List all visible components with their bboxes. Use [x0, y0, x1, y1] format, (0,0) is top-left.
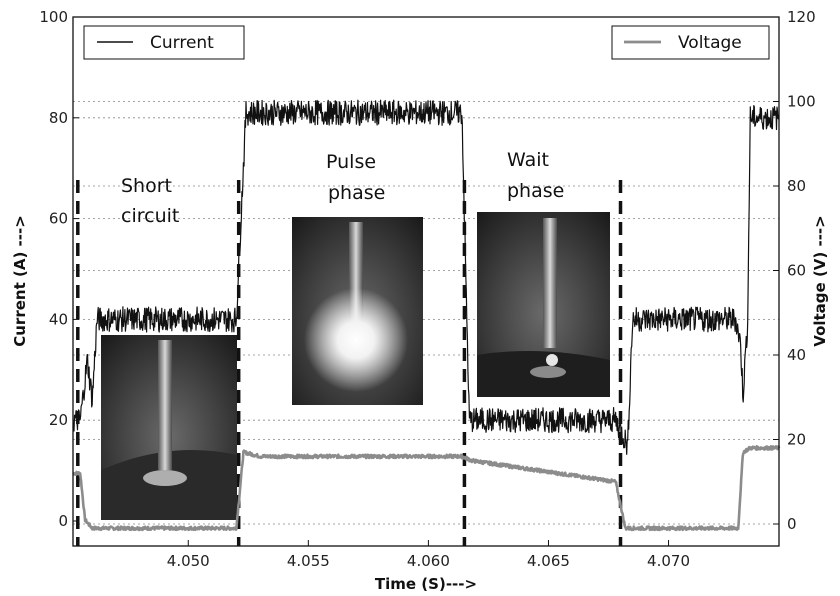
- y-right-tick-label: 120: [787, 8, 816, 26]
- annotation-pulse-line2: phase: [328, 182, 385, 204]
- annotation-pulse-line1: Pulse: [326, 151, 376, 173]
- legend-current-label: Current: [150, 33, 214, 53]
- y-left-tick-label: 40: [49, 310, 68, 328]
- x-tick-label: 4.065: [527, 552, 570, 570]
- y-left-tick-label: 100: [39, 8, 68, 26]
- annotation-wait-line1: Wait: [507, 149, 549, 171]
- pulse-phase-photo: [292, 217, 423, 405]
- annotation-wait-line2: phase: [507, 180, 564, 202]
- wait-phase-photo: [477, 212, 610, 397]
- plot-frame: [72, 16, 780, 547]
- y-axis-label-left: Current (A) --->: [11, 215, 29, 347]
- series-lines: [72, 99, 781, 532]
- legend-voltage-label: Voltage: [678, 33, 742, 53]
- y-right-tick-label: 40: [787, 346, 806, 364]
- annotation-short-line2: circuit: [121, 205, 179, 227]
- y-right-tick-label: 60: [787, 262, 806, 280]
- y-axis-label-right: Voltage (V) --->: [811, 215, 829, 346]
- x-tick-label: 4.060: [407, 552, 450, 570]
- y-left-tick-label: 20: [49, 411, 68, 429]
- y-right-tick-label: 0: [787, 515, 797, 533]
- y-left-tick-label: 0: [58, 512, 68, 530]
- annotation-short-line1: Short: [121, 175, 172, 197]
- x-axis-label: Time (S)--->: [375, 575, 477, 593]
- axis-ticks: 0 20 40 60 80 100 0 20 40 60 80 100 120 4.050 4.055 4.0…: [39, 8, 815, 570]
- series-line-current: [72, 99, 780, 455]
- y-left-tick-label: 60: [49, 210, 68, 228]
- short-circuit-photo: [101, 335, 237, 520]
- y-left-tick-label: 80: [49, 109, 68, 127]
- y-right-tick-label: 100: [787, 93, 816, 111]
- x-tick-label: 4.055: [287, 552, 330, 570]
- y-right-tick-label: 80: [787, 177, 806, 195]
- legend-current: Current: [83, 25, 245, 60]
- legend-voltage: Voltage: [611, 25, 770, 60]
- x-tick-label: 4.070: [647, 552, 690, 570]
- series-line-voltage: [72, 444, 781, 532]
- y-right-tick-label: 20: [787, 431, 806, 449]
- phase-boundary-lines: [76, 180, 623, 546]
- x-tick-label: 4.050: [167, 552, 210, 570]
